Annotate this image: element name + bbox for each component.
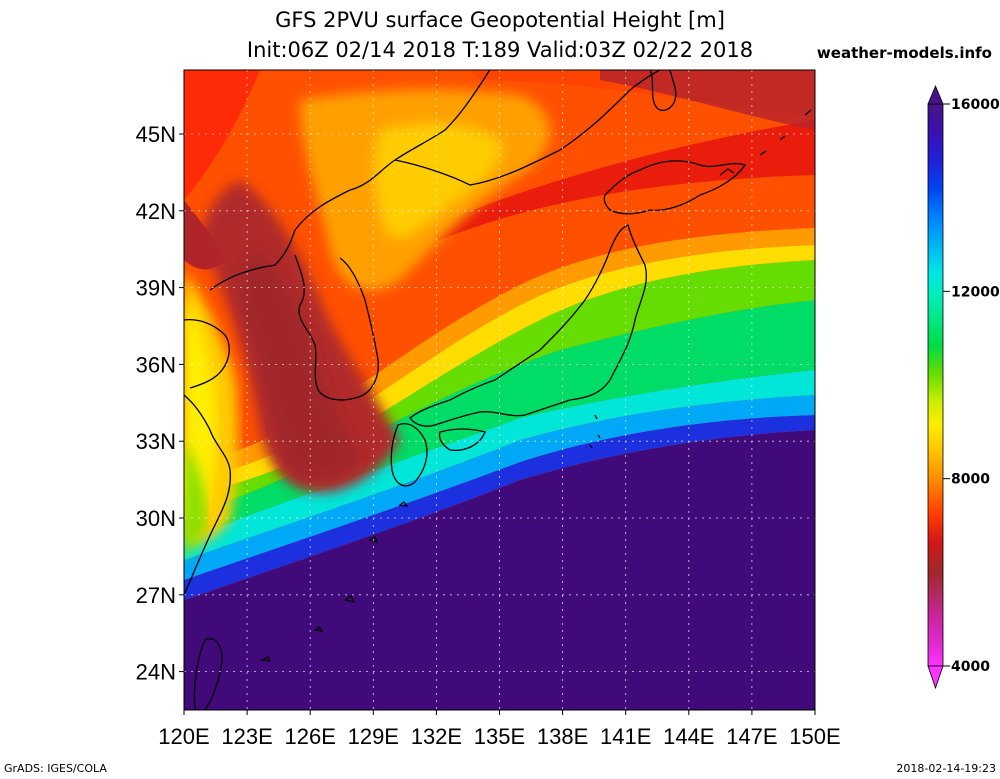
lon-tick-label: 126E bbox=[285, 724, 336, 749]
lon-tick-label: 150E bbox=[789, 724, 840, 749]
lon-tick-label: 144E bbox=[663, 724, 714, 749]
lat-tick-label: 45N bbox=[136, 122, 176, 147]
lat-tick-label: 36N bbox=[136, 352, 176, 377]
lon-tick-label: 141E bbox=[600, 724, 651, 749]
colorbar-bottom-arrow bbox=[927, 665, 944, 690]
lat-tick-label: 24N bbox=[136, 660, 176, 685]
lat-tick-label: 42N bbox=[136, 199, 176, 224]
title-line2: Init:06Z 02/14 2018 T:189 Valid:03Z 02/2… bbox=[246, 38, 754, 62]
lat-tick-label: 39N bbox=[136, 276, 176, 301]
lon-tick-label: 123E bbox=[221, 724, 272, 749]
lon-tick-label: 120E bbox=[158, 724, 209, 749]
lon-tick-label: 135E bbox=[474, 724, 525, 749]
graticule bbox=[184, 70, 815, 710]
colorbar-top-arrow bbox=[927, 84, 944, 105]
lon-tick-label: 138E bbox=[537, 724, 588, 749]
lat-axis: 45N 42N 39N 36N 33N 30N 27N 24N bbox=[136, 122, 184, 685]
lon-axis: 120E 123E 126E 129E 132E 135E 138E 141E 144E 147E… bbox=[158, 710, 841, 749]
site-label: weather-models.info bbox=[816, 44, 992, 62]
lon-tick-label: 132E bbox=[411, 724, 462, 749]
lat-tick-label: 33N bbox=[136, 429, 176, 454]
title-line1: GFS 2PVU surface Geopotential Height [m] bbox=[275, 8, 725, 32]
lon-tick-label: 129E bbox=[348, 724, 399, 749]
colorbar: 16000 12000 8000 4000 bbox=[927, 84, 1000, 690]
footer-timestamp: 2018-02-14-19:23 bbox=[896, 762, 996, 775]
colorbar-label: 16000 bbox=[951, 97, 1000, 113]
colorbar-label: 4000 bbox=[951, 659, 990, 675]
lat-tick-label: 27N bbox=[136, 583, 176, 608]
colorbar-label: 12000 bbox=[951, 284, 1000, 300]
colorbar-label: 8000 bbox=[951, 472, 990, 488]
lat-tick-label: 30N bbox=[136, 506, 176, 531]
height-field bbox=[184, 70, 815, 710]
footer-credit: GrADS: IGES/COLA bbox=[4, 762, 107, 775]
colorbar-scale bbox=[927, 103, 944, 667]
lon-tick-label: 147E bbox=[726, 724, 777, 749]
